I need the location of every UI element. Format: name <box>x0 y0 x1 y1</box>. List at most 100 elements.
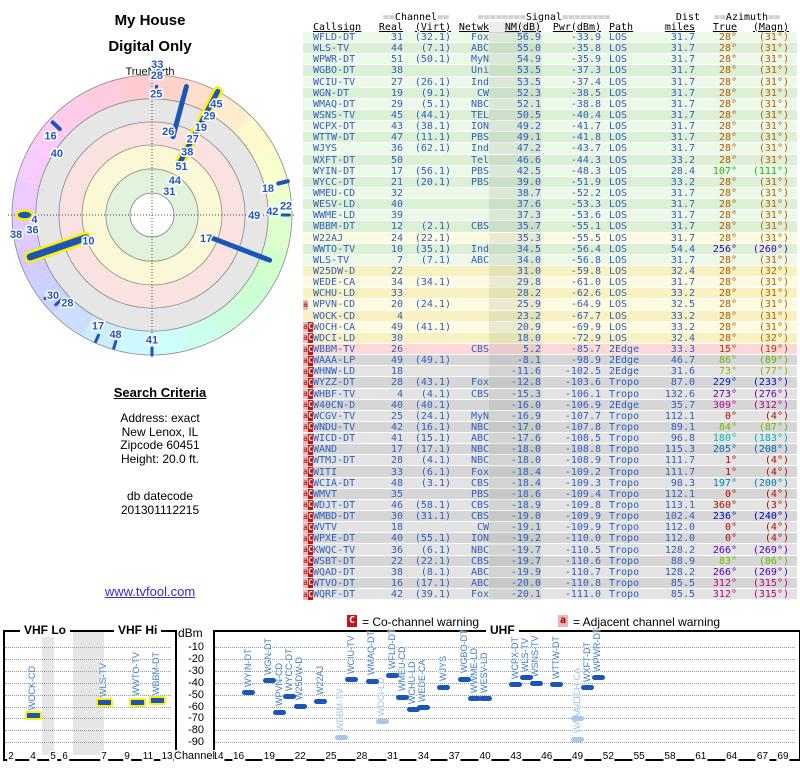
tvfool-link[interactable]: www.tvfool.com <box>104 584 196 599</box>
adjacent-channel-warning-icon: a <box>558 615 568 627</box>
cell-power: -37.4 <box>570 76 601 88</box>
cell-network: CBS <box>470 388 489 400</box>
channel-tick-label: 22 <box>293 751 307 762</box>
station-label: WBBM-TV <box>335 688 346 732</box>
cell-real-channel: 22 <box>390 555 403 567</box>
cell-path: Tropo <box>609 466 640 478</box>
cell-azimuth-magnetic: (31°) <box>758 110 789 122</box>
cell-distance: 32.4 <box>670 332 695 344</box>
cell-power: -109.2 <box>564 466 601 478</box>
y-tick-label: -60 <box>188 700 204 713</box>
station-label: WAAA-LP <box>571 693 582 734</box>
cell-distance: 33.2 <box>670 288 695 300</box>
cell-callsign: WSBT-DT <box>313 555 356 567</box>
cell-real-channel: 12 <box>390 221 403 233</box>
cell-azimuth-magnetic: (32°) <box>758 332 789 344</box>
channel-tick-label: 49 <box>570 751 585 762</box>
cell-callsign: WLS-TV <box>313 43 350 55</box>
cell-virtual-channel: (8.1) <box>420 566 451 578</box>
cell-real-channel: 33 <box>390 288 403 300</box>
cell-distance: 33.2 <box>670 176 695 188</box>
co-channel-warning-icon: C <box>308 511 313 522</box>
cell-noise-margin: 52.1 <box>489 98 541 110</box>
cell-noise-margin: 20.9 <box>489 321 541 333</box>
cell-azimuth-true: 266° <box>712 544 737 556</box>
channel-tick-label: 52 <box>601 751 615 762</box>
cell-power: -72.9 <box>570 332 601 344</box>
cell-distance: 112.0 <box>664 533 695 545</box>
cell-callsign: WDJT-DT <box>313 499 356 511</box>
col-virt: (Virt) <box>414 21 451 33</box>
polar-title-mode: Digital Only <box>108 38 192 55</box>
col-pwr: Pwr(dBm) <box>552 21 601 33</box>
cell-network: NBC <box>470 421 489 433</box>
co-channel-warning-icon: C <box>308 355 313 366</box>
cell-network: Fox <box>470 32 489 44</box>
header-group-signal: ========Signal======== <box>477 12 611 23</box>
cell-azimuth-true: 28° <box>718 54 737 66</box>
cell-virtual-channel: (56.1) <box>414 165 451 177</box>
co-channel-warning-icon: C <box>308 489 313 500</box>
cell-virtual-channel: (7.1) <box>420 254 451 266</box>
adjacent-warning-icon: a <box>303 355 308 366</box>
co-channel-warning-icon: C <box>308 322 313 333</box>
station-signal-marker <box>24 711 42 721</box>
cell-real-channel: 28 <box>390 455 403 467</box>
cell-path: Tropo <box>609 455 640 467</box>
cell-azimuth-true: 312° <box>712 577 737 589</box>
cell-virtual-channel: (50.1) <box>414 54 451 66</box>
cell-power: -111.0 <box>564 589 601 601</box>
cell-noise-margin: 31.0 <box>489 266 541 278</box>
channel-tick-label: 6 <box>61 751 69 762</box>
cell-real-channel: 25 <box>390 410 403 422</box>
station-signal-marker <box>509 682 523 688</box>
cell-noise-margin: -18.4 <box>489 477 541 489</box>
co-channel-warning-icon: C <box>308 411 313 422</box>
station-signal-marker <box>571 715 585 721</box>
cell-power: -37.3 <box>570 65 601 77</box>
cell-azimuth-magnetic: (31°) <box>758 76 789 88</box>
cell-azimuth-magnetic: (183°) <box>752 433 789 445</box>
table-row: a C WICD-DT 41 (15.1) ABC -17.6 -108.5 Tropo 96.8… <box>303 433 797 445</box>
channel-tick-label: 4 <box>29 751 37 762</box>
y-tick-label: -80 <box>188 724 204 737</box>
cell-callsign: WAND <box>313 444 338 456</box>
cell-distance: 31.7 <box>670 232 695 244</box>
station-signal-marker <box>468 696 482 702</box>
cell-azimuth-magnetic: (31°) <box>758 210 789 222</box>
station-signal-marker <box>550 682 564 688</box>
channel-label: 49 <box>248 210 260 222</box>
cell-azimuth-true: 28° <box>718 288 737 300</box>
table-row: WSNS-TV 45 (44.1) TEL 50.5 -40.4 LOS 31.7 28° (31… <box>303 109 797 122</box>
channel-label: 38 <box>10 229 22 241</box>
cell-callsign: WITI <box>313 466 338 478</box>
adjacent-warning-icon: a <box>303 533 308 544</box>
gridline <box>5 706 171 708</box>
cell-callsign: WLS-TV <box>313 254 350 266</box>
cell-network: ABC <box>470 433 489 445</box>
cell-path: LOS <box>609 188 628 200</box>
cell-power: -108.9 <box>564 455 601 467</box>
cell-path: LOS <box>609 266 628 278</box>
cell-network: Tel <box>470 154 489 166</box>
station-signal-marker <box>365 678 379 684</box>
gridline <box>215 647 795 648</box>
cell-callsign: WICD-DT <box>313 433 356 445</box>
cell-azimuth-magnetic: (4°) <box>764 466 789 478</box>
cell-azimuth-magnetic: (31°) <box>758 143 789 155</box>
gridline <box>5 742 171 744</box>
cell-network: CW <box>476 522 489 534</box>
cell-path: Tropo <box>609 544 640 556</box>
cell-network: PBS <box>470 176 489 188</box>
cell-network: MyN <box>470 54 489 66</box>
cell-distance: 31.7 <box>670 32 695 44</box>
adjacent-warning-icon: a <box>303 366 308 377</box>
cell-azimuth-magnetic: (31°) <box>758 321 789 333</box>
cell-azimuth-true: 1° <box>724 466 737 478</box>
cell-network: ABC <box>470 43 489 55</box>
